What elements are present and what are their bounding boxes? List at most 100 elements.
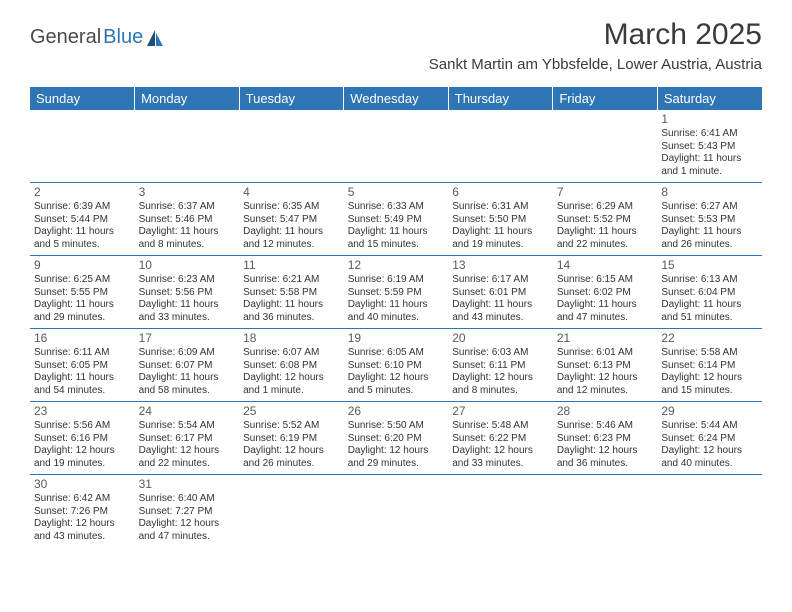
day-number: 28 [557, 404, 654, 419]
sunrise-line: Sunrise: 5:58 AM [661, 347, 758, 360]
calendar-cell: 12Sunrise: 6:19 AMSunset: 5:59 PMDayligh… [344, 256, 449, 329]
calendar-row: 30Sunrise: 6:42 AMSunset: 7:26 PMDayligh… [30, 475, 762, 548]
sunset-line: Sunset: 5:53 PM [661, 214, 758, 227]
sunrise-line: Sunrise: 6:17 AM [452, 274, 549, 287]
sunset-line: Sunset: 6:13 PM [557, 360, 654, 373]
daylight-line: Daylight: 11 hours and 15 minutes. [348, 226, 445, 251]
daylight-line: Daylight: 12 hours and 22 minutes. [139, 445, 236, 470]
sunset-line: Sunset: 6:16 PM [34, 433, 131, 446]
calendar-cell: 9Sunrise: 6:25 AMSunset: 5:55 PMDaylight… [30, 256, 135, 329]
calendar-cell: 25Sunrise: 5:52 AMSunset: 6:19 PMDayligh… [239, 402, 344, 475]
day-header: Saturday [657, 87, 762, 110]
calendar-row: 23Sunrise: 5:56 AMSunset: 6:16 PMDayligh… [30, 402, 762, 475]
daylight-line: Daylight: 11 hours and 8 minutes. [139, 226, 236, 251]
daylight-line: Daylight: 12 hours and 5 minutes. [348, 372, 445, 397]
sunset-line: Sunset: 5:52 PM [557, 214, 654, 227]
calendar-cell: 30Sunrise: 6:42 AMSunset: 7:26 PMDayligh… [30, 475, 135, 548]
calendar-cell: 19Sunrise: 6:05 AMSunset: 6:10 PMDayligh… [344, 329, 449, 402]
calendar-cell: 21Sunrise: 6:01 AMSunset: 6:13 PMDayligh… [553, 329, 658, 402]
day-header: Thursday [448, 87, 553, 110]
day-header-row: Sunday Monday Tuesday Wednesday Thursday… [30, 87, 762, 110]
day-header: Tuesday [239, 87, 344, 110]
calendar-cell: 17Sunrise: 6:09 AMSunset: 6:07 PMDayligh… [135, 329, 240, 402]
location-text: Sankt Martin am Ybbsfelde, Lower Austria… [429, 56, 762, 73]
sunrise-line: Sunrise: 6:21 AM [243, 274, 340, 287]
sunrise-line: Sunrise: 6:42 AM [34, 493, 131, 506]
logo-text-general: General [30, 26, 101, 49]
daylight-line: Daylight: 11 hours and 47 minutes. [557, 299, 654, 324]
sunset-line: Sunset: 6:10 PM [348, 360, 445, 373]
day-number: 10 [139, 258, 236, 273]
day-number: 22 [661, 331, 758, 346]
sunrise-line: Sunrise: 6:35 AM [243, 201, 340, 214]
daylight-line: Daylight: 11 hours and 51 minutes. [661, 299, 758, 324]
daylight-line: Daylight: 12 hours and 40 minutes. [661, 445, 758, 470]
sunrise-line: Sunrise: 6:09 AM [139, 347, 236, 360]
daylight-line: Daylight: 12 hours and 19 minutes. [34, 445, 131, 470]
calendar-cell: 5Sunrise: 6:33 AMSunset: 5:49 PMDaylight… [344, 183, 449, 256]
sunset-line: Sunset: 6:14 PM [661, 360, 758, 373]
calendar-cell [448, 475, 553, 548]
sunrise-line: Sunrise: 6:07 AM [243, 347, 340, 360]
day-number: 4 [243, 185, 340, 200]
calendar-cell: 7Sunrise: 6:29 AMSunset: 5:52 PMDaylight… [553, 183, 658, 256]
day-header: Sunday [30, 87, 135, 110]
sunrise-line: Sunrise: 5:56 AM [34, 420, 131, 433]
day-number: 6 [452, 185, 549, 200]
day-number: 2 [34, 185, 131, 200]
day-number: 5 [348, 185, 445, 200]
calendar-cell: 14Sunrise: 6:15 AMSunset: 6:02 PMDayligh… [553, 256, 658, 329]
sunset-line: Sunset: 5:50 PM [452, 214, 549, 227]
calendar-cell [239, 475, 344, 548]
sunrise-line: Sunrise: 6:13 AM [661, 274, 758, 287]
daylight-line: Daylight: 12 hours and 15 minutes. [661, 372, 758, 397]
calendar-cell [30, 110, 135, 183]
calendar-cell [553, 110, 658, 183]
calendar-cell [135, 110, 240, 183]
day-number: 16 [34, 331, 131, 346]
daylight-line: Daylight: 11 hours and 58 minutes. [139, 372, 236, 397]
calendar-cell: 26Sunrise: 5:50 AMSunset: 6:20 PMDayligh… [344, 402, 449, 475]
sunset-line: Sunset: 5:43 PM [661, 141, 758, 154]
sunrise-line: Sunrise: 6:27 AM [661, 201, 758, 214]
calendar-cell: 22Sunrise: 5:58 AMSunset: 6:14 PMDayligh… [657, 329, 762, 402]
calendar-cell [239, 110, 344, 183]
day-header: Monday [135, 87, 240, 110]
day-number: 8 [661, 185, 758, 200]
sunrise-line: Sunrise: 6:25 AM [34, 274, 131, 287]
daylight-line: Daylight: 11 hours and 26 minutes. [661, 226, 758, 251]
daylight-line: Daylight: 12 hours and 12 minutes. [557, 372, 654, 397]
calendar-cell: 3Sunrise: 6:37 AMSunset: 5:46 PMDaylight… [135, 183, 240, 256]
calendar-cell: 10Sunrise: 6:23 AMSunset: 5:56 PMDayligh… [135, 256, 240, 329]
sunset-line: Sunset: 6:20 PM [348, 433, 445, 446]
day-number: 20 [452, 331, 549, 346]
day-number: 1 [661, 112, 758, 127]
sunset-line: Sunset: 6:05 PM [34, 360, 131, 373]
calendar-row: 16Sunrise: 6:11 AMSunset: 6:05 PM Dayligh… [30, 329, 762, 402]
sunrise-line: Sunrise: 6:15 AM [557, 274, 654, 287]
sunset-line: Sunset: 6:22 PM [452, 433, 549, 446]
daylight-line: Daylight: 12 hours and 36 minutes. [557, 445, 654, 470]
daylight-line: Daylight: 11 hours and 22 minutes. [557, 226, 654, 251]
day-number: 24 [139, 404, 236, 419]
day-header: Friday [553, 87, 658, 110]
calendar-table: Sunday Monday Tuesday Wednesday Thursday… [30, 87, 762, 547]
sunrise-line: Sunrise: 6:31 AM [452, 201, 549, 214]
day-number: 29 [661, 404, 758, 419]
sunset-line: Sunset: 5:47 PM [243, 214, 340, 227]
daylight-line: Daylight: 12 hours and 1 minute. [243, 372, 340, 397]
sunrise-line: Sunrise: 5:54 AM [139, 420, 236, 433]
calendar-row: 1Sunrise: 6:41 AMSunset: 5:43 PMDaylight… [30, 110, 762, 183]
calendar-cell: 31Sunrise: 6:40 AMSunset: 7:27 PMDayligh… [135, 475, 240, 548]
sunrise-line: Sunrise: 6:23 AM [139, 274, 236, 287]
calendar-cell: 15Sunrise: 6:13 AMSunset: 6:04 PMDayligh… [657, 256, 762, 329]
daylight-line: Daylight: 11 hours and 43 minutes. [452, 299, 549, 324]
day-number: 30 [34, 477, 131, 492]
daylight-line: Daylight: 12 hours and 8 minutes. [452, 372, 549, 397]
day-number: 31 [139, 477, 236, 492]
logo-text-blue: Blue [103, 26, 143, 49]
sunset-line: Sunset: 5:46 PM [139, 214, 236, 227]
daylight-line: Daylight: 11 hours and 12 minutes. [243, 226, 340, 251]
sunset-line: Sunset: 6:11 PM [452, 360, 549, 373]
sunrise-line: Sunrise: 6:11 AM [34, 347, 131, 360]
